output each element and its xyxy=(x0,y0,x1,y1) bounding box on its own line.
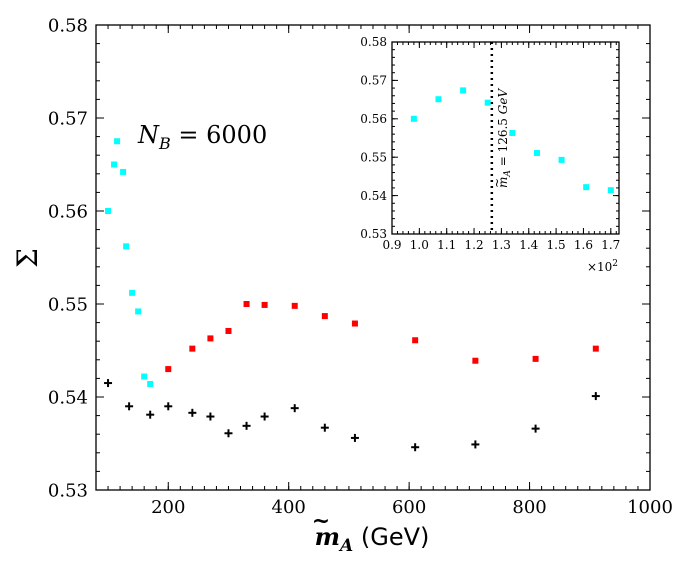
inset-x-tick-label: 1.2 xyxy=(465,238,484,252)
main-y-axis-label: Σ¯ xyxy=(0,248,44,268)
main-point-cyan xyxy=(141,373,148,380)
inset-plot-area xyxy=(392,42,619,234)
inset-x-tick-label: 1.3 xyxy=(492,238,511,252)
inset-point-cyan-zoom xyxy=(583,184,590,191)
main-y-tick-label: 0.56 xyxy=(48,201,88,222)
inset-y-tick-label: 0.58 xyxy=(360,35,387,49)
y-label-sigma: Σ xyxy=(11,248,44,268)
main-point-black xyxy=(164,402,173,411)
main-point-red xyxy=(207,335,214,342)
main-point-red xyxy=(532,355,539,362)
inset-x-tick-label: 1.4 xyxy=(519,238,538,252)
main-y-tick-label: 0.53 xyxy=(48,480,88,501)
main-point-cyan xyxy=(135,308,142,315)
main-point-red xyxy=(261,301,268,308)
main-annotation: NB = 6000 xyxy=(137,121,267,153)
main-x-axis-label-tilde: ~ xyxy=(312,508,330,534)
main-point-black xyxy=(350,433,359,442)
inset-axes-frame xyxy=(391,41,620,235)
main-x-tick-label: 600 xyxy=(392,497,426,518)
main-point-red xyxy=(291,302,298,309)
main-point-cyan xyxy=(111,161,118,168)
main-point-red xyxy=(321,313,328,320)
main-point-red xyxy=(243,301,250,307)
main-point-black xyxy=(104,379,113,388)
inset-point-cyan-zoom xyxy=(484,99,491,106)
main-point-black xyxy=(125,402,134,411)
main-point-black xyxy=(591,392,600,401)
main-point-black xyxy=(224,429,233,438)
main-y-tick-label: 0.57 xyxy=(48,108,88,129)
main-point-cyan xyxy=(129,289,136,296)
inset-y-tick-label: 0.57 xyxy=(360,74,387,88)
main-point-black xyxy=(206,412,215,421)
inset-x-tick-label: 0.9 xyxy=(382,238,401,252)
inset-x-offset-label: ×102 xyxy=(587,259,618,274)
main-point-cyan xyxy=(105,208,112,214)
inset-y-tick-label: 0.53 xyxy=(360,227,387,241)
main-y-tick-label: 0.54 xyxy=(48,387,88,408)
main-point-black xyxy=(471,440,480,449)
main-x-tick-label: 800 xyxy=(512,497,546,518)
main-point-black xyxy=(531,424,540,433)
main-point-black xyxy=(290,404,299,413)
inset-x-tick-label: 1.7 xyxy=(601,238,620,252)
main-y-tick-label: 0.58 xyxy=(48,15,88,36)
inset-vline-annotation: mA = 126.5 GeV xyxy=(496,88,513,188)
inset-point-cyan-zoom xyxy=(435,96,442,103)
inset-x-tick-label: 1.5 xyxy=(547,238,566,252)
main-point-red xyxy=(592,345,599,352)
main-x-tick-label: 400 xyxy=(272,497,306,518)
inset-point-cyan-zoom xyxy=(533,149,540,156)
main-point-red xyxy=(165,366,172,373)
inset-vline-annotation-tilde: ~ xyxy=(490,178,504,188)
main-point-red xyxy=(351,320,358,327)
main-point-cyan xyxy=(147,380,154,387)
inset-point-cyan-zoom xyxy=(558,156,565,163)
main-point-black xyxy=(260,412,269,421)
inset-y-tick-label: 0.55 xyxy=(360,150,387,164)
main-point-black xyxy=(146,410,155,419)
main-point-red xyxy=(225,327,232,334)
main-point-red xyxy=(472,357,479,364)
inset-point-cyan-zoom xyxy=(410,115,417,122)
main-point-black xyxy=(320,423,329,432)
main-point-red xyxy=(189,345,196,352)
inset-point-cyan-zoom xyxy=(460,87,467,94)
inset-x-tick-label: 1.0 xyxy=(410,238,429,252)
inset-y-tick-label: 0.54 xyxy=(360,189,387,203)
main-point-black xyxy=(242,421,251,430)
y-label-bar: ¯ xyxy=(0,251,26,265)
main-axes-frame xyxy=(95,24,651,491)
main-point-cyan xyxy=(123,243,130,250)
inset-x-tick-label: 1.6 xyxy=(574,238,593,252)
main-point-cyan xyxy=(114,138,121,145)
main-point-cyan xyxy=(120,168,127,175)
inset-x-tick-label: 1.1 xyxy=(437,238,456,252)
main-point-black xyxy=(188,408,197,417)
inset-y-tick-label: 0.56 xyxy=(360,112,387,126)
main-point-black xyxy=(411,443,420,452)
main-point-red xyxy=(412,337,419,344)
main-y-tick-label: 0.55 xyxy=(48,294,88,315)
inset-point-cyan-zoom xyxy=(607,187,614,194)
main-x-tick-label: 1000 xyxy=(627,497,673,518)
inset-point-cyan-zoom xyxy=(509,130,516,137)
main-x-axis-label: mA (GeV) xyxy=(315,522,430,556)
main-x-tick-label: 200 xyxy=(151,497,185,518)
